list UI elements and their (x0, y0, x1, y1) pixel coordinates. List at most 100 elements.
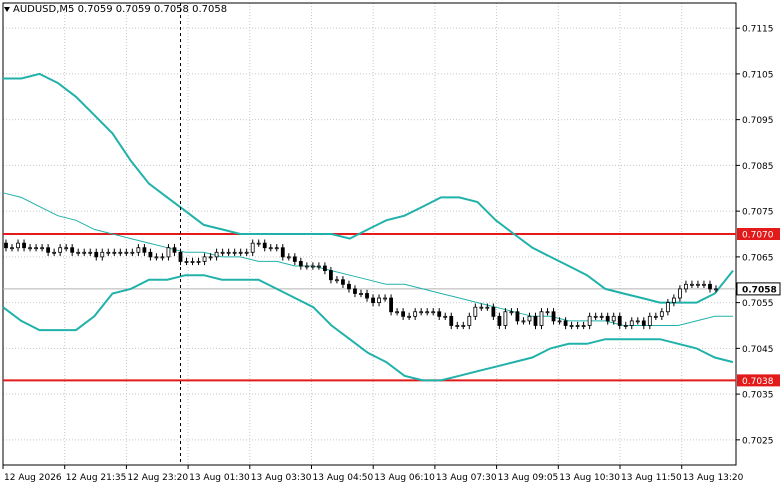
candle-body (10, 247, 14, 250)
y-tick-label: 0.7075 (742, 208, 774, 218)
candle-body (557, 320, 562, 323)
candle-body (377, 297, 381, 304)
candle-body (58, 247, 63, 253)
candle-body (112, 251, 117, 254)
candle-body (665, 302, 670, 313)
candle-body (431, 311, 436, 314)
y-tick-label: 0.7105 (742, 70, 774, 80)
candle-body (214, 251, 219, 258)
x-tick-label: 12 Aug 23:20 (127, 473, 188, 483)
candle-body (467, 315, 472, 326)
candle-body (401, 311, 406, 317)
candle-body (551, 311, 556, 322)
candle-body (280, 247, 285, 258)
candle-body (635, 320, 640, 323)
current-price-box (736, 282, 781, 296)
candle-body (226, 251, 231, 254)
y-tick-label: 0.7025 (742, 436, 774, 446)
x-tick-label: 13 Aug 03:30 (251, 473, 312, 483)
y-tick-label: 0.7115 (742, 25, 774, 35)
candle-body (365, 293, 369, 299)
candle-body (563, 320, 568, 326)
candle-body (172, 247, 177, 253)
candle-body (581, 325, 586, 327)
candle-body (196, 261, 201, 263)
candle-body (76, 251, 81, 254)
candle-body (659, 311, 664, 317)
line-bollinger_middle (2, 192, 733, 326)
candle-body (160, 256, 165, 259)
candle-body (347, 283, 351, 290)
candle-body (684, 283, 688, 290)
candle-body (521, 320, 526, 323)
candle-body (623, 325, 628, 327)
candle-body (335, 279, 339, 282)
candle-body (316, 265, 321, 268)
level-price-box (737, 228, 780, 240)
x-tick-label: 13 Aug 06:10 (374, 473, 435, 483)
x-tick-label: 13 Aug 09:05 (498, 473, 559, 483)
x-tick-label: 13 Aug 01:30 (189, 473, 250, 483)
y-tick-label: 0.7095 (742, 116, 774, 126)
candle-body (100, 251, 105, 258)
candle-body (208, 256, 213, 259)
candle-body (46, 247, 51, 253)
candle-body (629, 320, 634, 326)
x-tick-label: 13 Aug 07:30 (436, 473, 497, 483)
candle-body (232, 251, 237, 254)
candle-body (94, 251, 99, 258)
dropdown-triangle-icon[interactable] (4, 6, 10, 12)
candle-body (714, 288, 718, 291)
level-price-label: 0.7038 (742, 377, 774, 387)
candle-body (461, 325, 466, 327)
candle-body (413, 311, 418, 317)
candle-body (593, 315, 598, 318)
candle-body (371, 297, 375, 304)
candle-body (310, 265, 315, 268)
candle-body (503, 311, 508, 326)
candles (4, 239, 718, 330)
candle-body (389, 297, 393, 313)
candle-body (124, 251, 129, 254)
candle-body (449, 315, 454, 326)
x-axis-ticks: 12 Aug 2026 12 Aug 21:35 12 Aug 23:20 13 Au… (2, 465, 744, 483)
level-price-box (737, 374, 780, 387)
candle-body (22, 242, 26, 249)
candle-body (202, 256, 207, 262)
x-tick-label: 12 Aug 21:35 (66, 473, 127, 483)
candle-body (353, 288, 357, 294)
candle-body (244, 251, 249, 254)
candle-body (569, 325, 574, 327)
candle-body (118, 251, 123, 254)
candle-body (256, 242, 261, 245)
candle-body (292, 256, 297, 262)
candle-body (4, 242, 8, 249)
candle-body (696, 283, 700, 286)
y-tick-label: 0.7085 (742, 162, 774, 172)
candle-body (136, 247, 141, 253)
x-tick-label: 13 Aug 13:20 (683, 473, 744, 483)
bollinger-bands (2, 72, 734, 382)
candle-body (479, 306, 484, 309)
candle-body (702, 283, 706, 286)
candle-body (491, 306, 496, 317)
x-tick-label: 13 Aug 11:50 (621, 473, 682, 483)
candle-body (82, 251, 87, 254)
line-bollinger_upper (3, 72, 734, 304)
candle-body (64, 247, 69, 250)
candle-body (106, 251, 111, 254)
candle-body (154, 256, 159, 259)
candle-body (509, 311, 514, 314)
candle-body (599, 315, 604, 318)
candle-body (647, 315, 652, 326)
symbol-header: AUDUSD,M5 0.7059 0.7059 0.7058 0.7058 (4, 4, 227, 15)
candle-body (641, 320, 646, 326)
level-price-label: 0.7070 (742, 231, 774, 241)
candle-body (304, 265, 309, 268)
candle-body (515, 311, 520, 322)
x-tick-label: 13 Aug 10:30 (559, 473, 620, 483)
candle-body (671, 297, 676, 304)
candle-body (383, 297, 387, 300)
